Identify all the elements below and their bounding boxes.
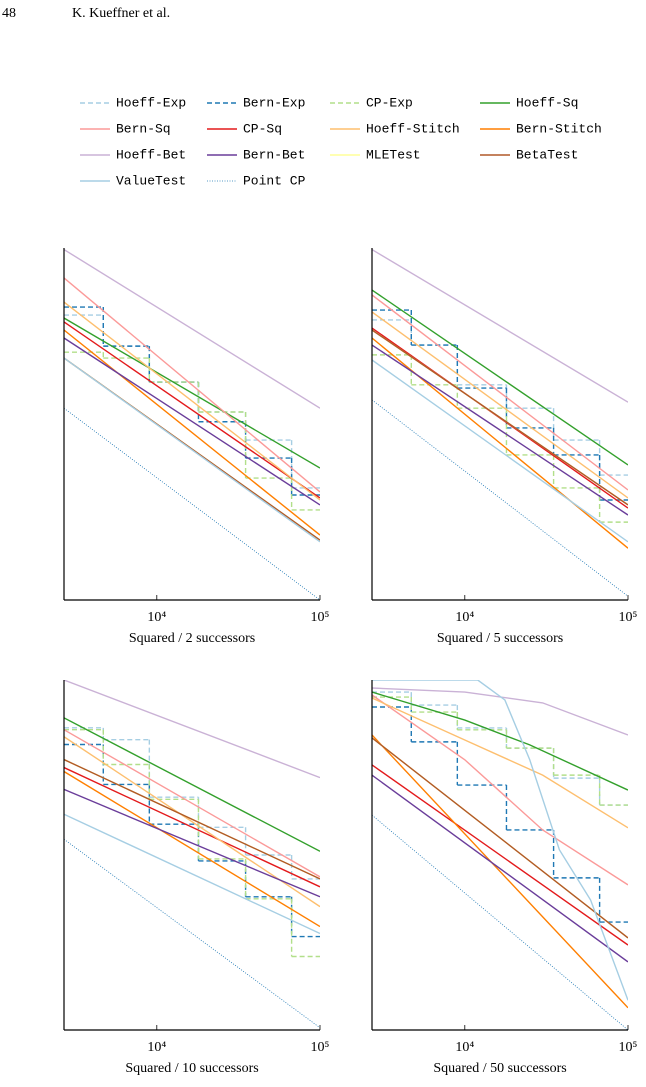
x-tick-label: 10⁵	[619, 610, 638, 625]
series-line	[64, 758, 320, 880]
series-line	[64, 407, 320, 600]
series-line	[64, 680, 320, 779]
series-line	[372, 764, 628, 946]
series-line	[372, 697, 628, 829]
series-line	[372, 311, 628, 499]
legend-label: Hoeff-Bet	[116, 147, 186, 162]
running-head: K. Kueffner et al.	[72, 6, 170, 21]
series-line	[64, 357, 320, 543]
series-line	[64, 301, 320, 501]
legend-label: CP-Sq	[243, 121, 282, 136]
legend-label: Bern-Sq	[116, 121, 171, 136]
x-axis-label: Squared / 10 successors	[125, 1061, 258, 1076]
legend-label: Bern-Exp	[243, 95, 305, 110]
series-line	[372, 737, 628, 939]
legend-label: Bern-Bet	[243, 147, 305, 162]
legend-label: Hoeff-Sq	[516, 95, 578, 110]
legend-label: Hoeff-Stitch	[366, 121, 460, 136]
series-line	[64, 248, 320, 409]
plot-area	[372, 680, 628, 1030]
series-line	[64, 813, 320, 935]
legend-label: Point CP	[243, 173, 306, 188]
series-line	[372, 359, 628, 543]
x-tick-label: 10⁵	[311, 610, 330, 625]
chart: 10⁴ 10⁵ Squared / 10 successors	[63, 680, 330, 1076]
series-line	[64, 329, 320, 536]
series-line	[372, 680, 628, 1001]
chart: 10⁴ 10⁵ Squared / 5 successors	[371, 248, 638, 646]
legend-label: CP-Exp	[366, 95, 413, 110]
series-line	[372, 691, 628, 791]
series-line	[64, 317, 320, 469]
x-axis-label: Squared / 5 successors	[437, 631, 563, 646]
plot-area	[64, 248, 320, 600]
x-axis-label: Squared / 2 successors	[129, 631, 255, 646]
series-line	[64, 321, 320, 499]
x-tick-label: 10⁵	[311, 1040, 330, 1055]
legend-label: Hoeff-Exp	[116, 95, 186, 110]
x-tick-label: 10⁴	[147, 610, 166, 625]
series-line	[64, 766, 320, 888]
series-line	[64, 729, 320, 878]
x-tick-label: 10⁴	[455, 610, 474, 625]
series-line	[372, 694, 628, 886]
series-line	[64, 770, 320, 928]
page-number: 48	[2, 6, 16, 21]
series-line	[372, 329, 628, 506]
series-line	[64, 838, 320, 1029]
series-line	[64, 337, 320, 506]
series-line	[372, 337, 628, 549]
series-line	[372, 687, 628, 736]
series-line	[64, 277, 320, 493]
series-line	[372, 289, 628, 466]
legend-label: BetaTest	[516, 147, 578, 162]
legend: Hoeff-Exp Bern-Exp CP-Exp Hoeff-Sq Bern-Sq CP…	[80, 95, 602, 188]
x-tick-label: 10⁵	[619, 1040, 638, 1055]
series-line	[372, 734, 628, 1009]
legend-label: Bern-Stitch	[516, 121, 602, 136]
plot-area	[64, 680, 320, 1029]
series-line	[372, 344, 628, 516]
plot-area	[372, 248, 628, 597]
x-tick-label: 10⁴	[147, 1040, 166, 1055]
legend-label: ValueTest	[116, 173, 186, 188]
chart: 10⁴ 10⁵ Squared / 2 successors	[63, 248, 330, 646]
x-tick-label: 10⁴	[455, 1040, 474, 1055]
series-line	[64, 717, 320, 852]
series-line	[372, 774, 628, 963]
chart: 10⁴ 10⁵ Squared / 50 successors	[371, 680, 638, 1076]
series-line	[372, 814, 628, 1030]
legend-label: MLETest	[366, 147, 421, 162]
x-axis-label: Squared / 50 successors	[433, 1061, 566, 1076]
series-line	[64, 788, 320, 898]
series-line	[372, 294, 628, 491]
series-line	[372, 248, 628, 403]
